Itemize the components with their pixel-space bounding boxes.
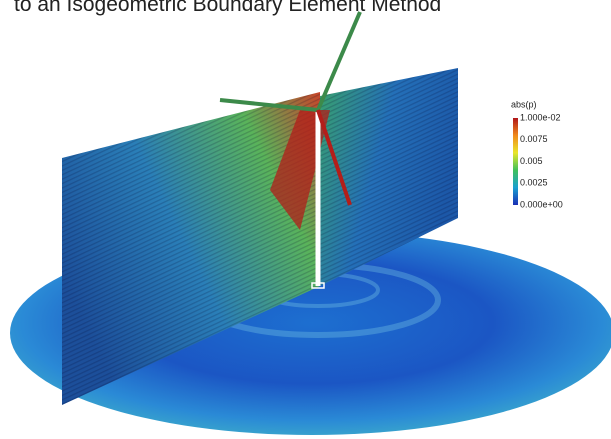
figure: to an Isogeometric Boundary Element Meth… <box>0 0 611 439</box>
colorbar <box>513 118 518 205</box>
colorbar-labels: 1.000e-02 0.0075 0.005 0.0025 0.000e+00 <box>520 112 563 209</box>
colorbar-label: 0.000e+00 <box>520 199 563 209</box>
colorbar-label: 0.0025 <box>520 178 548 188</box>
colorbar-label: 0.005 <box>520 156 543 166</box>
colorbar-label: 1.000e-02 <box>520 112 561 122</box>
colorbar-label: 0.0075 <box>520 134 548 144</box>
colorbar-title: abs(p) <box>511 99 537 109</box>
page: to an Isogeometric Boundary Element Meth… <box>0 0 611 439</box>
caption: to an Isogeometric Boundary Element Meth… <box>14 0 441 16</box>
